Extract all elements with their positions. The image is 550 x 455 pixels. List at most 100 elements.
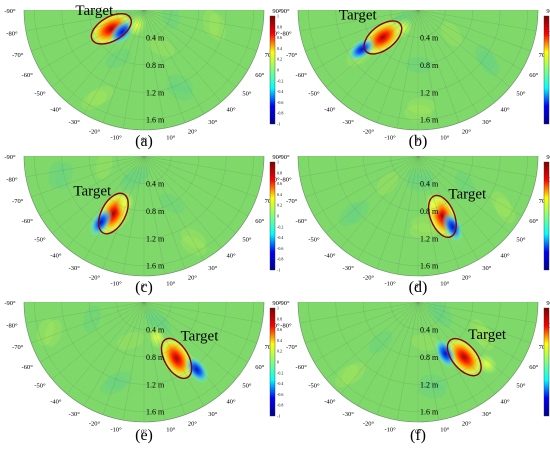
colorbar-tick: 1 — [277, 14, 279, 19]
colorbar-tick: 1 — [277, 160, 279, 165]
colorbar-tick: 0.4 — [277, 46, 282, 51]
colorbar — [543, 161, 550, 271]
colorbar — [269, 161, 276, 271]
angle-label: -40° — [324, 106, 336, 113]
angle-label: 0° — [415, 428, 421, 435]
angle-label: 50° — [242, 383, 252, 390]
angle-label: -50° — [308, 237, 320, 244]
angle-label: 10° — [166, 134, 176, 141]
range-label: 1.6 m — [146, 408, 165, 417]
angle-label: -20° — [363, 275, 375, 282]
angle-label: -60° — [296, 72, 308, 79]
angle-label: 40° — [501, 106, 511, 113]
angle-label: 40° — [501, 252, 511, 259]
angle-label: -20° — [89, 421, 101, 428]
angle-label: 70° — [265, 344, 275, 351]
angle-label: -20° — [363, 421, 375, 428]
angle-label: 10° — [166, 280, 176, 287]
target-ellipse — [97, 192, 129, 235]
angle-label: -90° — [278, 154, 290, 161]
range-label: 0.8 m — [146, 207, 165, 216]
colorbar-tick: 0 — [277, 68, 279, 73]
colorbar-tick: -0.6 — [277, 392, 283, 397]
angle-label: 70° — [539, 198, 549, 205]
colorbar-tick: -0.8 — [277, 257, 283, 262]
angle-label: 30° — [482, 119, 492, 126]
colorbar-tick: -0.8 — [277, 403, 283, 408]
angle-label: -60° — [22, 218, 34, 225]
angle-label: 50° — [516, 91, 526, 98]
range-label: 1.2 m — [146, 88, 165, 97]
angle-label: 30° — [208, 265, 218, 272]
angle-label: 40° — [501, 398, 511, 405]
range-label: 1.6 m — [146, 262, 165, 271]
range-label: 1.2 m — [420, 234, 439, 243]
angle-label: -50° — [308, 91, 320, 98]
angle-label: 90° — [272, 8, 282, 15]
colorbar — [543, 307, 550, 417]
angle-label: 90° — [546, 154, 550, 161]
colorbar-tick: 0 — [277, 360, 279, 365]
colorbar-tick: 0.2 — [277, 203, 282, 208]
colorbar-tick: -0.2 — [277, 224, 283, 229]
angle-label: 20° — [462, 275, 472, 282]
angle-label: 60° — [255, 72, 265, 79]
angle-label: 90° — [546, 300, 550, 307]
target-label: Target — [468, 327, 507, 343]
angle-label: 0° — [141, 282, 147, 289]
angle-label: 30° — [482, 265, 492, 272]
range-label: 0.4 m — [420, 179, 439, 188]
angle-label: 0° — [141, 136, 147, 143]
colorbar-tick: 0.6 — [277, 181, 282, 186]
angle-label: -60° — [296, 218, 308, 225]
angle-label: -70° — [286, 344, 298, 351]
angle-label: 70° — [539, 52, 549, 59]
angle-label: 10° — [440, 280, 450, 287]
angle-label: -10° — [384, 426, 396, 433]
angle-label: -50° — [34, 383, 46, 390]
target-label: Target — [448, 186, 487, 202]
angle-label: -60° — [22, 72, 34, 79]
panel-label: (d) — [409, 279, 428, 296]
panel-e: Target 0.4 m 0.8 m 1.2 m 1.6 m -90° -80° -70° -6… — [4, 300, 283, 444]
angle-label: -30° — [343, 119, 355, 126]
angle-label: 20° — [462, 421, 472, 428]
angle-label: 0° — [141, 428, 147, 435]
panel-d: Target 0.4 m 0.8 m 1.2 m 1.6 m -90° -80° -70° -6… — [278, 154, 550, 296]
range-label: 0.4 m — [146, 33, 165, 42]
angle-label: -50° — [34, 91, 46, 98]
angle-label: 60° — [255, 364, 265, 371]
blob-neg — [441, 211, 464, 242]
angle-label: -70° — [12, 52, 24, 59]
angle-label: 40° — [227, 106, 237, 113]
angle-label: 70° — [265, 52, 275, 59]
angle-label: -20° — [363, 129, 375, 136]
angle-label: 30° — [208, 411, 218, 418]
angle-label: -30° — [343, 265, 355, 272]
angle-label: 50° — [242, 91, 252, 98]
colorbar-tick: 0.8 — [277, 316, 282, 321]
colorbar-tick: 0.4 — [277, 338, 282, 343]
angle-label: -90° — [4, 300, 16, 307]
angle-label: -30° — [343, 411, 355, 418]
angle-label: 0° — [415, 136, 421, 143]
angle-label: -20° — [89, 129, 101, 136]
angle-label: -90° — [4, 154, 16, 161]
angle-label: -60° — [22, 364, 34, 371]
range-label: 0.4 m — [146, 325, 165, 334]
range-label: 0.4 m — [146, 179, 165, 188]
colorbar-tick: -0.4 — [277, 381, 283, 386]
colorbar-tick: 0.8 — [277, 170, 282, 175]
angle-label: -80° — [6, 322, 18, 329]
target-ellipse — [90, 13, 133, 45]
angle-label: -70° — [286, 52, 298, 59]
colorbar-tick: 0.6 — [277, 35, 282, 40]
panel-f: Target 0.4 m 0.8 m 1.2 m 1.6 m -90° -80° -70° -6… — [278, 300, 550, 444]
range-label: 1.6 m — [420, 116, 439, 125]
angle-label: -90° — [4, 8, 16, 15]
panel-label: (b) — [409, 133, 428, 150]
range-label: 1.6 m — [420, 262, 439, 271]
range-label: 0.4 m — [420, 325, 439, 334]
angle-label: -40° — [324, 252, 336, 259]
